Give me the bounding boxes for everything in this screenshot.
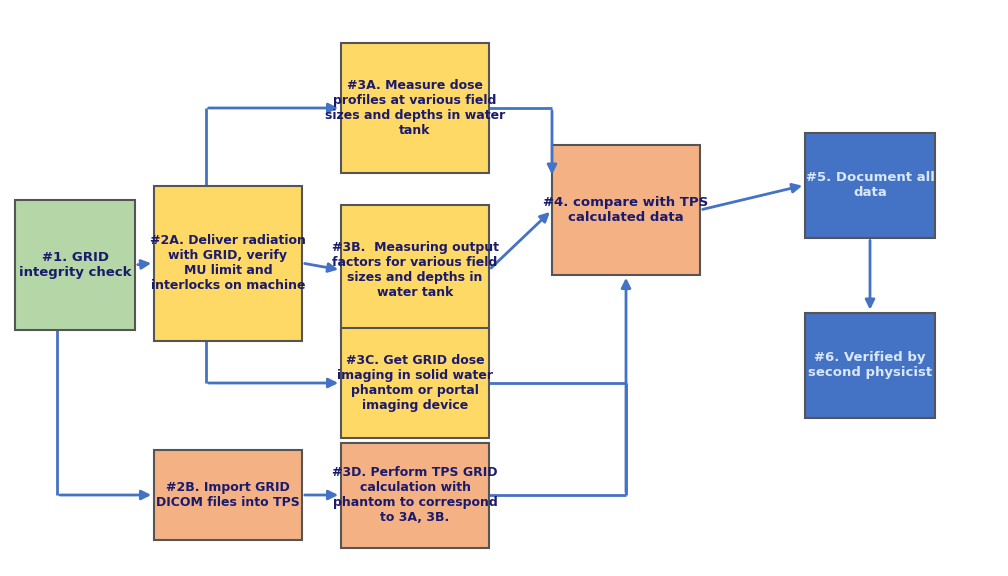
FancyBboxPatch shape (552, 145, 700, 275)
Text: #3D. Perform TPS GRID
calculation with
phantom to correspond
to 3A, 3B.: #3D. Perform TPS GRID calculation with p… (333, 466, 498, 524)
FancyBboxPatch shape (154, 450, 302, 540)
FancyBboxPatch shape (341, 43, 489, 173)
Text: #3A. Measure dose
profiles at various field
sizes and depths in water
tank: #3A. Measure dose profiles at various fi… (325, 79, 505, 137)
Text: #2A. Deliver radiation
with GRID, verify
MU limit and
interlocks on machine: #2A. Deliver radiation with GRID, verify… (150, 234, 306, 292)
FancyBboxPatch shape (154, 185, 302, 340)
Text: #6. Verified by
second physicist: #6. Verified by second physicist (808, 351, 932, 379)
FancyBboxPatch shape (15, 200, 135, 330)
FancyBboxPatch shape (341, 442, 489, 548)
Text: #1. GRID
integrity check: #1. GRID integrity check (19, 251, 131, 279)
FancyBboxPatch shape (805, 313, 935, 418)
FancyBboxPatch shape (805, 132, 935, 237)
Text: #5. Document all
data: #5. Document all data (805, 171, 934, 199)
Text: #3B.  Measuring output
factors for various field
sizes and depths in
water tank: #3B. Measuring output factors for variou… (332, 241, 499, 299)
Text: #2B. Import GRID
DICOM files into TPS: #2B. Import GRID DICOM files into TPS (156, 481, 299, 509)
FancyBboxPatch shape (341, 328, 489, 438)
Text: #4. compare with TPS
calculated data: #4. compare with TPS calculated data (543, 196, 709, 224)
FancyBboxPatch shape (341, 205, 489, 335)
Text: #3C. Get GRID dose
imaging in solid water
phantom or portal
imaging device: #3C. Get GRID dose imaging in solid wate… (337, 354, 493, 412)
